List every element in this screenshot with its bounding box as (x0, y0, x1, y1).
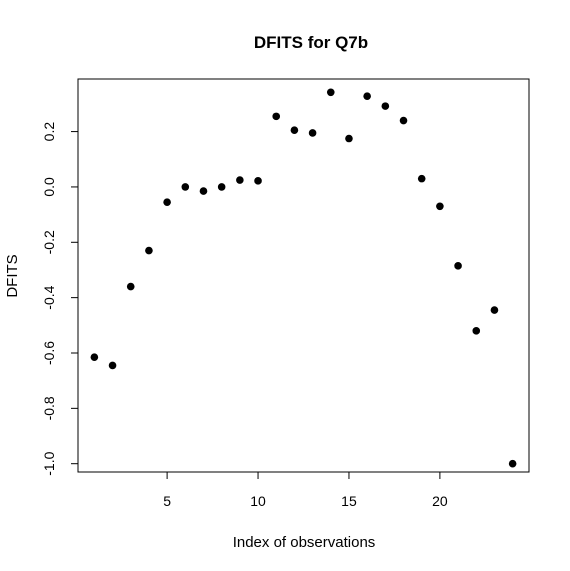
y-tick-label: 0.2 (41, 122, 57, 142)
data-point (309, 129, 317, 137)
data-point (145, 247, 153, 255)
x-tick-label: 5 (163, 493, 171, 509)
data-point (127, 283, 135, 291)
data-points (91, 88, 517, 467)
data-point (272, 113, 280, 121)
y-axis: -1.0 -0.8 -0.6 -0.4 -0.2 0.0 0.2 (41, 122, 78, 476)
data-point (491, 306, 499, 314)
x-tick-label: 15 (341, 493, 357, 509)
x-tick-label: 10 (250, 493, 266, 509)
y-tick-label: -0.8 (41, 396, 57, 420)
y-tick-label: -0.6 (41, 341, 57, 365)
data-point (236, 176, 244, 184)
x-axis-label: Index of observations (233, 534, 376, 551)
y-tick-label: -0.4 (41, 285, 57, 309)
y-tick-label: -1.0 (41, 451, 57, 475)
data-point (436, 203, 444, 211)
data-point (254, 177, 262, 185)
data-point (291, 126, 299, 134)
data-point (509, 460, 517, 468)
data-point (181, 183, 189, 191)
data-point (345, 135, 353, 143)
data-point (163, 198, 171, 206)
y-axis-label: DFITS (4, 254, 21, 297)
data-point (382, 102, 390, 110)
data-point (400, 117, 408, 125)
data-point (327, 88, 335, 96)
chart-title: DFITS for Q7b (254, 33, 368, 52)
data-point (472, 327, 480, 335)
data-point (418, 175, 426, 183)
x-tick-label: 20 (432, 493, 448, 509)
data-point (454, 262, 462, 270)
data-point (109, 362, 117, 370)
y-tick-label: 0.0 (41, 177, 57, 197)
data-point (218, 183, 226, 191)
plot-box (78, 79, 529, 472)
data-point (363, 92, 371, 100)
data-point (91, 353, 99, 361)
y-tick-label: -0.2 (41, 230, 57, 254)
x-axis: 5 10 15 20 (163, 472, 448, 509)
data-point (200, 187, 208, 195)
